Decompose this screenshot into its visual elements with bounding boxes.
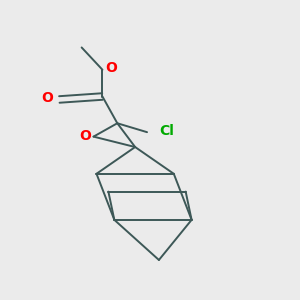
Text: Cl: Cl (160, 124, 174, 138)
Text: O: O (80, 129, 92, 143)
Text: O: O (105, 61, 117, 75)
Text: O: O (41, 91, 53, 105)
